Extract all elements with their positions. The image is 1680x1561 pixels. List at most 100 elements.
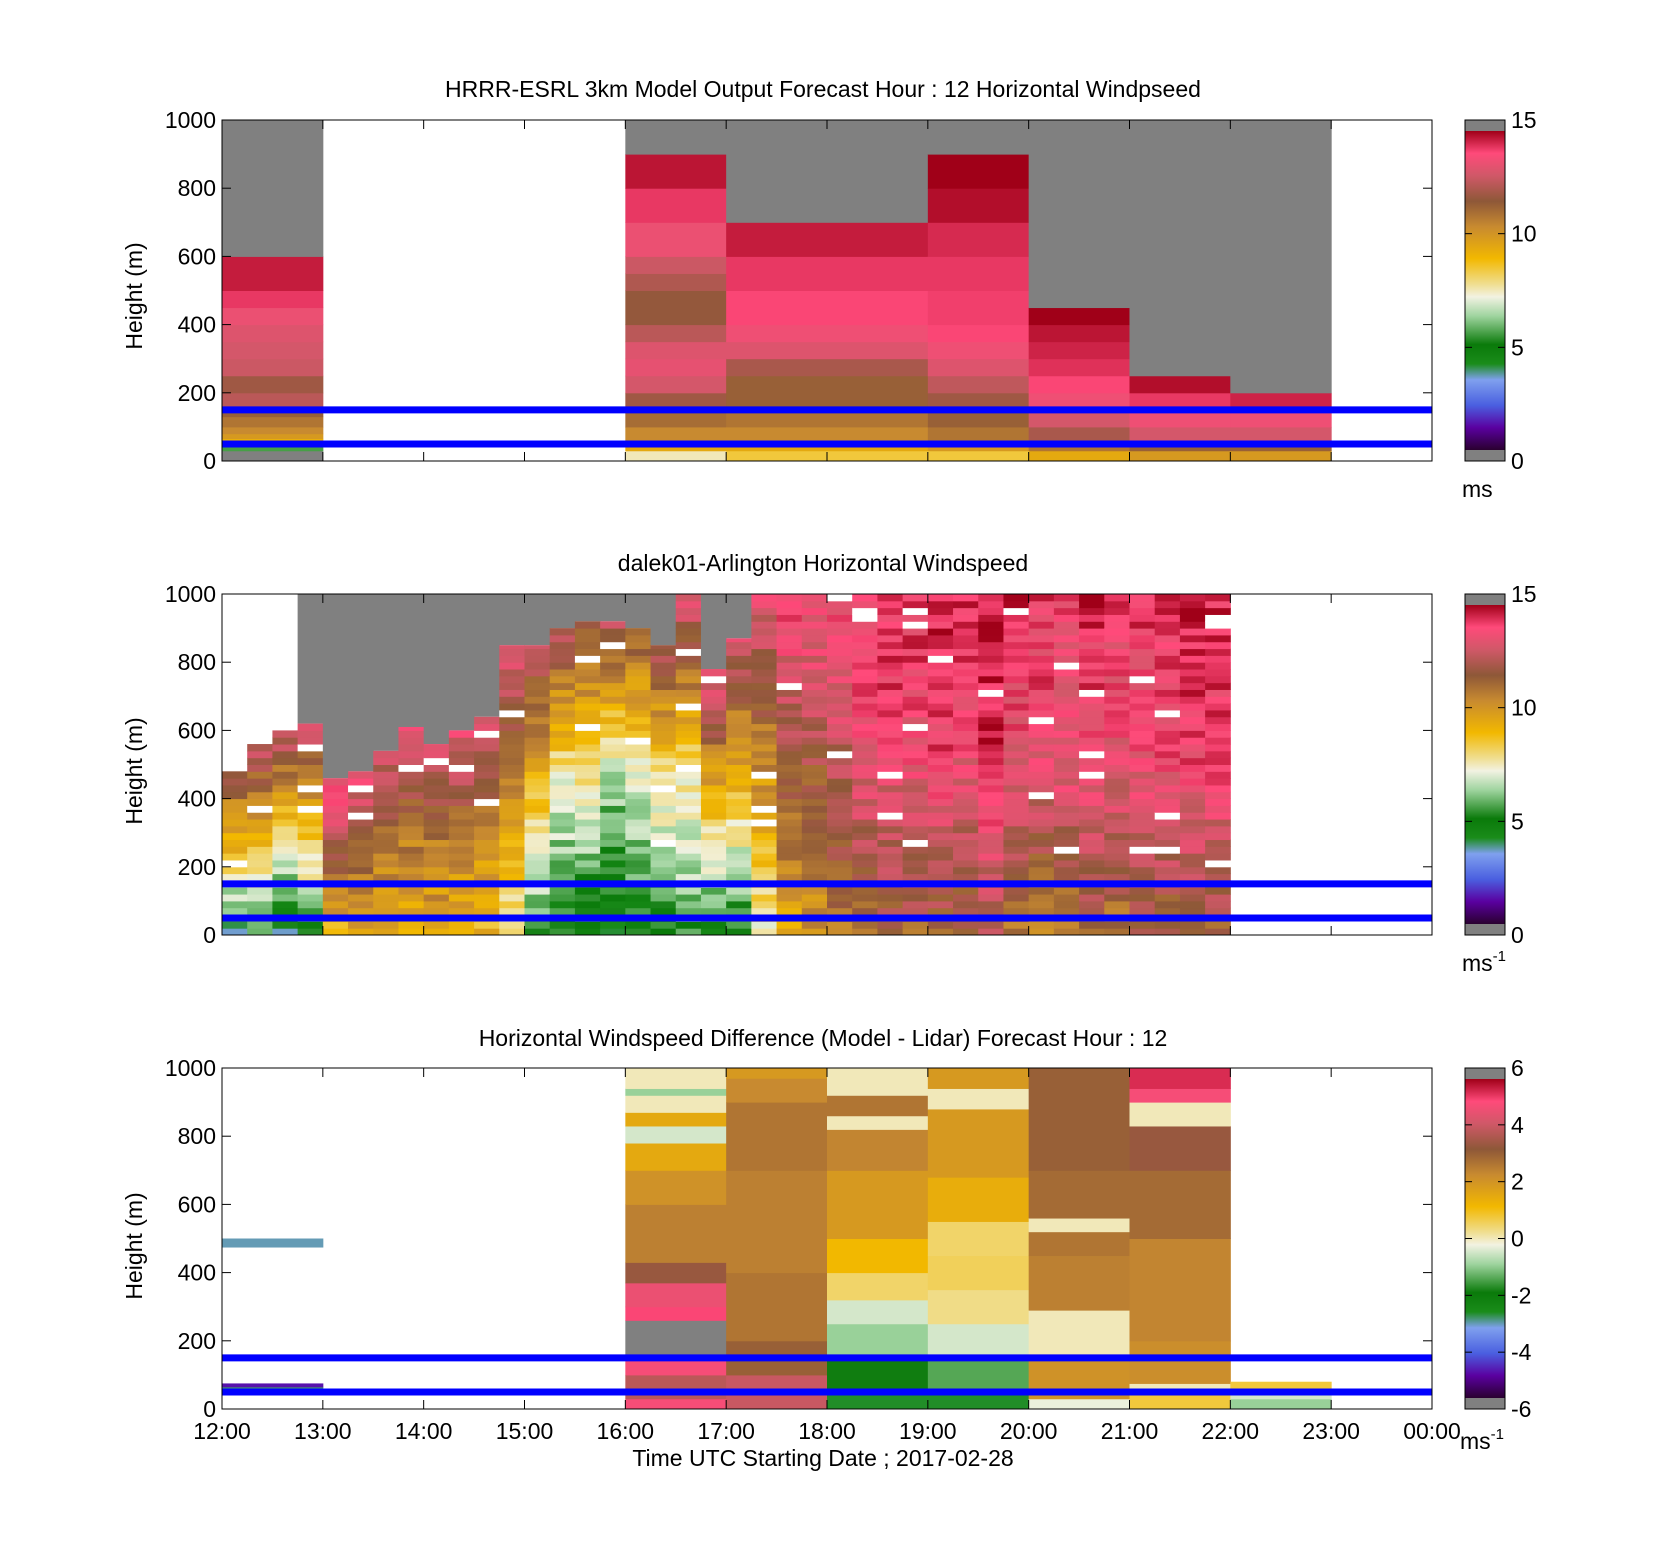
heatmap-cell	[398, 791, 425, 800]
heatmap-cell	[827, 757, 853, 765]
heatmap-cell	[1003, 853, 1030, 861]
heatmap-cell	[524, 730, 551, 738]
heatmap-cell	[600, 921, 626, 929]
heatmap-cell	[1179, 634, 1206, 643]
heatmap-cell	[322, 859, 349, 868]
heatmap-cell	[1205, 750, 1231, 759]
heatmap-cell	[776, 873, 803, 881]
heatmap-cell	[222, 433, 324, 440]
heatmap-cell	[222, 873, 248, 881]
heatmap-cell	[751, 607, 778, 615]
heatmap-cell	[574, 866, 601, 875]
heatmap-cell	[801, 709, 828, 718]
heatmap-cell	[877, 744, 904, 752]
heatmap-cell	[1053, 928, 1080, 936]
heatmap-cell	[574, 894, 601, 902]
heatmap-cell	[1179, 689, 1206, 697]
heatmap-cell	[650, 682, 677, 690]
heatmap-cell	[1154, 778, 1181, 786]
heatmap-cell	[600, 703, 626, 711]
heatmap-cell	[1154, 900, 1181, 909]
x-tick-label: 15:00	[496, 1418, 554, 1444]
heatmap-cell	[877, 703, 904, 711]
heatmap-cell	[1079, 750, 1105, 759]
heatmap-cell	[1104, 669, 1130, 677]
heatmap-cell	[902, 709, 929, 718]
heatmap-cell	[600, 900, 626, 909]
heatmap-cell	[1003, 764, 1030, 772]
heatmap-cell	[373, 750, 399, 759]
heatmap-cell	[600, 662, 626, 670]
heatmap-cell	[423, 873, 450, 881]
heatmap-cell	[247, 921, 273, 929]
heatmap-cell	[524, 894, 551, 902]
heatmap-cell	[927, 607, 954, 615]
heatmap-cell	[877, 600, 904, 609]
heatmap-cell	[877, 832, 904, 841]
heatmap-cell	[751, 703, 778, 711]
heatmap-cell	[877, 709, 904, 718]
heatmap-cell	[1129, 392, 1231, 411]
heatmap-cell	[827, 689, 853, 697]
heatmap-cell	[448, 737, 475, 745]
heatmap-cell	[373, 819, 399, 827]
heatmap-cell	[297, 778, 324, 786]
heatmap-cell	[953, 703, 979, 711]
heatmap-cell	[272, 750, 299, 759]
heatmap-cell	[827, 730, 853, 738]
heatmap-cell	[423, 859, 450, 868]
heatmap-cell	[801, 703, 828, 711]
heatmap-cell	[373, 928, 399, 936]
heatmap-cell	[700, 846, 727, 854]
heatmap-cell	[1079, 634, 1105, 643]
heatmap-cell	[726, 358, 828, 377]
heatmap-cell	[650, 907, 677, 916]
heatmap-cell	[1028, 846, 1055, 854]
heatmap-cell	[373, 907, 399, 916]
heatmap-cell	[322, 853, 349, 861]
heatmap-cell	[776, 737, 803, 745]
heatmap-cell	[524, 846, 551, 854]
heatmap-cell	[549, 900, 576, 909]
heatmap-cell	[1129, 634, 1156, 643]
heatmap-cell	[1129, 873, 1156, 881]
colorbar-tick-label: 0	[1511, 1226, 1524, 1252]
heatmap-cell	[827, 894, 853, 902]
heatmap-cell	[398, 726, 425, 731]
heatmap-cell	[524, 825, 551, 834]
heatmap-cell	[801, 730, 828, 738]
heatmap-cell	[927, 290, 1030, 326]
heatmap-cell	[574, 757, 601, 765]
colorbar-tick-label: 4	[1511, 1112, 1524, 1138]
heatmap-cell	[852, 662, 878, 670]
heatmap-cell	[776, 675, 803, 684]
no-data-cell	[574, 594, 601, 622]
heatmap-cell	[700, 757, 727, 765]
heatmap-cell	[1179, 594, 1206, 602]
heatmap-cell	[348, 846, 374, 854]
heatmap-cell	[751, 784, 778, 793]
heatmap-cell	[726, 791, 752, 800]
heatmap-cell	[1003, 709, 1030, 718]
heatmap-cell	[1104, 641, 1130, 650]
heatmap-cell	[675, 648, 702, 656]
heatmap-cell	[978, 744, 1004, 752]
heatmap-cell	[1003, 757, 1030, 765]
heatmap-cell	[1154, 737, 1181, 745]
heatmap-cell	[600, 682, 626, 690]
heatmap-cell	[1179, 696, 1206, 704]
heatmap-cell	[827, 853, 853, 861]
heatmap-cell	[297, 832, 324, 841]
heatmap-cell	[852, 832, 878, 841]
heatmap-cell	[726, 290, 828, 326]
heatmap-cell	[1129, 662, 1156, 670]
heatmap-cell	[297, 846, 324, 854]
heatmap-cell	[272, 894, 299, 902]
heatmap-cell	[801, 614, 828, 622]
heatmap-cell	[549, 655, 576, 663]
heatmap-cell	[902, 825, 929, 834]
no-data-cell	[423, 594, 450, 745]
heatmap-cell	[297, 805, 324, 813]
heatmap-cell	[751, 859, 778, 868]
